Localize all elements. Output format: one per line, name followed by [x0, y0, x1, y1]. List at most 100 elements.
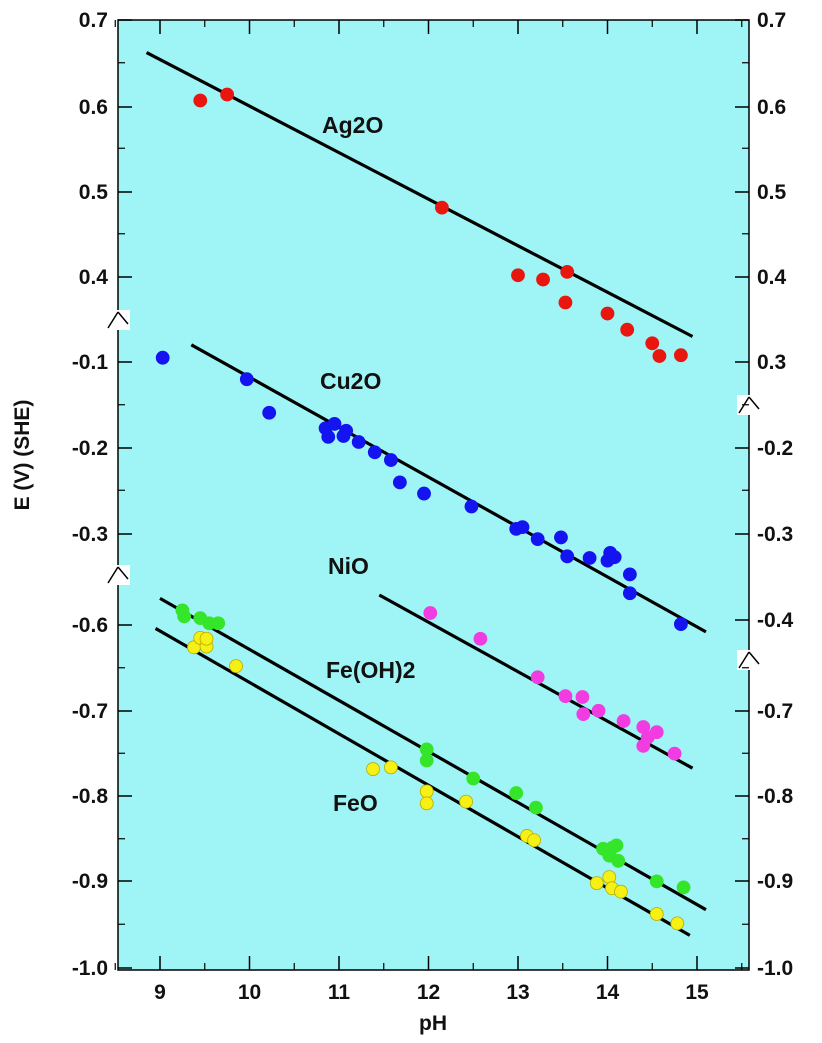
- data-point-cu2o: [622, 586, 637, 601]
- data-point-feo: [670, 916, 685, 931]
- data-point-cu2o: [622, 567, 637, 582]
- data-point-feoh2: [466, 771, 481, 786]
- data-point-ag2o: [193, 93, 208, 108]
- data-point-nio: [473, 631, 488, 646]
- data-point-cu2o: [367, 445, 382, 460]
- y-tick-label-right: -0.4: [757, 609, 794, 632]
- data-point-cu2o: [582, 551, 597, 565]
- data-point-ag2o: [600, 306, 615, 321]
- x-tick-label: 10: [238, 981, 261, 1004]
- x-tick-label: 14: [596, 981, 620, 1004]
- data-point-ag2o: [620, 322, 635, 337]
- data-point-nio: [649, 725, 664, 740]
- y-tick-label-left: -0.6: [72, 614, 108, 637]
- x-tick-label: 11: [328, 981, 351, 1004]
- data-point-ag2o: [511, 268, 525, 283]
- series-label: Ag2O: [322, 112, 383, 138]
- data-point-feoh2: [211, 616, 226, 631]
- data-point-cu2o: [155, 350, 170, 365]
- data-point-cu2o: [351, 435, 366, 449]
- data-point-cu2o: [607, 550, 622, 565]
- y-tick-label-right: 0.4: [757, 266, 787, 289]
- data-point-feoh2: [419, 753, 434, 768]
- axis-break-gap: [106, 310, 130, 330]
- data-point-feo: [527, 833, 542, 848]
- data-point-feo: [614, 884, 628, 899]
- x-tick-label: 15: [685, 981, 709, 1004]
- data-point-feoh2: [529, 800, 543, 815]
- y-axis-label: E (V) (SHE): [11, 400, 34, 511]
- ticks: 0.7 0.6 0.5 0.4 -0.1 -0.2 -0.3 -0.6 -0.7 -0.8 -0.9…: [72, 9, 794, 1004]
- data-point-feo: [459, 794, 473, 809]
- data-point-cu2o: [321, 429, 336, 444]
- data-point-ag2o: [673, 348, 688, 363]
- data-point-feoh2: [177, 609, 192, 624]
- data-point-ag2o: [435, 200, 449, 215]
- data-point-cu2o: [554, 530, 568, 545]
- axis-breaks: [106, 310, 761, 670]
- y-tick-label-left: -0.2: [72, 437, 108, 460]
- data-point-nio: [530, 670, 545, 685]
- data-point-cu2o: [327, 417, 342, 431]
- data-point-feo: [384, 760, 398, 775]
- x-tick-label: 12: [417, 981, 440, 1004]
- y-tick-label-left: -0.1: [72, 351, 109, 374]
- data-point-nio: [667, 746, 682, 761]
- series-label: FeO: [333, 790, 378, 816]
- data-point-feo: [419, 796, 434, 811]
- data-point-cu2o: [339, 423, 354, 438]
- y-tick-label-left: -0.8: [72, 785, 109, 808]
- data-point-ag2o: [652, 349, 667, 363]
- x-tick-label: 13: [506, 981, 529, 1004]
- data-point-cu2o: [530, 532, 545, 547]
- y-tick-label-right: 0.7: [757, 9, 786, 32]
- y-tick-label-right: -1.0: [757, 957, 793, 980]
- data-point-cu2o: [560, 549, 575, 564]
- data-point-feo: [419, 784, 434, 799]
- data-point-feoh2: [676, 880, 691, 895]
- y-tick-label-left: 0.5: [79, 181, 109, 204]
- data-point-ag2o: [560, 264, 575, 279]
- fit-line-ag2o: [145, 51, 694, 338]
- y-tick-label-right: -0.9: [757, 870, 793, 893]
- x-axis-label: pH: [419, 1012, 447, 1035]
- data-point-nio: [616, 714, 631, 728]
- data-point-feoh2: [611, 853, 626, 868]
- data-point-feo: [199, 631, 214, 646]
- y-tick-label-left: 0.7: [79, 9, 108, 32]
- y-tick-label-right: 0.6: [757, 96, 786, 119]
- axis-break-mark: [107, 566, 129, 584]
- data-point-cu2o: [239, 372, 254, 387]
- data-point-feo: [649, 907, 664, 921]
- axis-break-gap: [106, 565, 130, 585]
- data-point-feoh2: [649, 874, 664, 889]
- y-tick-label-right: 0.3: [757, 351, 786, 374]
- data-point-feo: [366, 762, 380, 776]
- y-tick-label-right: 0.5: [757, 181, 787, 204]
- data-point-ag2o: [220, 87, 235, 102]
- data-point-nio: [423, 606, 438, 620]
- data-point-cu2o: [384, 453, 398, 467]
- plot-area: [117, 19, 750, 971]
- axis-break-gap: [737, 650, 761, 670]
- axis-break-mark: [738, 651, 760, 669]
- data-point-nio: [591, 703, 606, 718]
- y-tick-label-left: 0.6: [79, 96, 108, 119]
- y-tick-label-right: -0.3: [757, 523, 793, 546]
- data-point-ag2o: [558, 295, 573, 310]
- series-label: Fe(OH)2: [326, 657, 415, 683]
- data-point-cu2o: [417, 486, 431, 501]
- y-tick-label-right: -0.2: [757, 437, 793, 460]
- data-point-cu2o: [392, 475, 407, 490]
- data-point-feo: [589, 876, 604, 891]
- data-point-feoh2: [509, 786, 524, 800]
- y-tick-label-right: -0.8: [757, 785, 794, 808]
- axis-break-mark: [107, 311, 129, 329]
- series-label: NiO: [328, 553, 369, 579]
- y-tick-label-left: -0.3: [72, 523, 108, 546]
- data-point-ag2o: [536, 272, 550, 287]
- y-tick-label-right: -0.7: [757, 700, 793, 723]
- data-point-cu2o: [673, 617, 688, 632]
- y-tick-label-left: 0.4: [79, 266, 109, 289]
